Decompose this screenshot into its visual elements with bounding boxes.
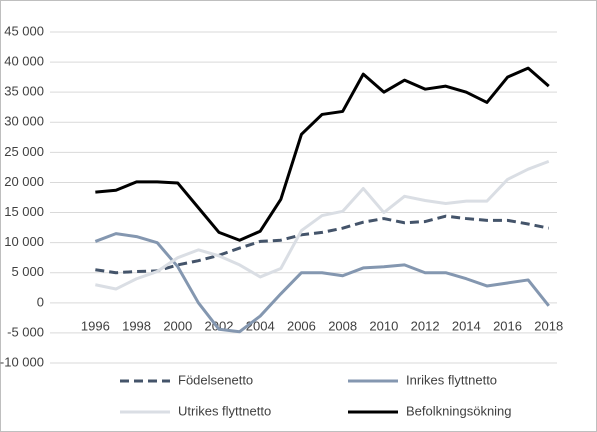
x-tick-label: 2016 bbox=[493, 318, 522, 333]
y-tick-label: 25 000 bbox=[4, 144, 44, 159]
x-tick-label: 2008 bbox=[328, 318, 357, 333]
x-tick-label: 2000 bbox=[163, 318, 192, 333]
y-tick-label: 10 000 bbox=[4, 234, 44, 249]
x-tick-label: 2006 bbox=[287, 318, 316, 333]
y-tick-label: 30 000 bbox=[4, 114, 44, 129]
x-tick-label: 2012 bbox=[411, 318, 440, 333]
y-tick-label: 20 000 bbox=[4, 174, 44, 189]
x-tick-label: 1996 bbox=[81, 318, 110, 333]
y-tick-label: 35 000 bbox=[4, 84, 44, 99]
y-tick-label: -10 000 bbox=[0, 354, 44, 369]
series-line bbox=[94, 232, 550, 334]
x-tick-label: 2004 bbox=[246, 318, 275, 333]
legend-label: Utrikes flyttnetto bbox=[178, 403, 271, 418]
y-tick-label: 5 000 bbox=[11, 264, 44, 279]
legend-label: Inrikes flyttnetto bbox=[406, 372, 497, 387]
x-tick-label: 1998 bbox=[122, 318, 151, 333]
y-tick-label: 40 000 bbox=[4, 54, 44, 69]
y-tick-label: 45 000 bbox=[4, 23, 44, 38]
x-tick-label: 2014 bbox=[452, 318, 481, 333]
series-line bbox=[95, 159, 550, 291]
series-line bbox=[95, 66, 550, 242]
x-tick-label: 2010 bbox=[369, 318, 398, 333]
legend-label: Befolkningsökning bbox=[406, 403, 512, 418]
y-tick-label: 15 000 bbox=[4, 204, 44, 219]
y-tick-label: 0 bbox=[37, 294, 44, 309]
legend-label: Födelsenetto bbox=[178, 372, 253, 387]
y-tick-label: -5 000 bbox=[7, 324, 44, 339]
series-line bbox=[95, 214, 550, 275]
x-tick-label: 2018 bbox=[534, 318, 563, 333]
